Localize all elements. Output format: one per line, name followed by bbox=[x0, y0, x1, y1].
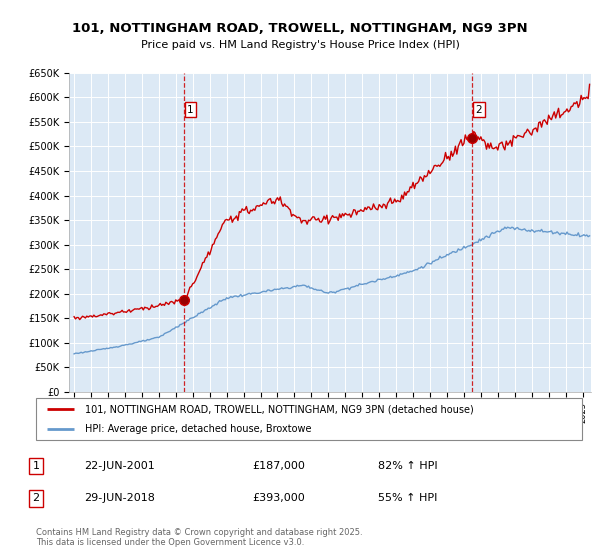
Text: 1: 1 bbox=[187, 105, 194, 114]
Text: £187,000: £187,000 bbox=[252, 461, 305, 471]
Text: Contains HM Land Registry data © Crown copyright and database right 2025.
This d: Contains HM Land Registry data © Crown c… bbox=[36, 528, 362, 547]
Text: 2: 2 bbox=[475, 105, 482, 114]
Text: £393,000: £393,000 bbox=[252, 493, 305, 503]
Text: 29-JUN-2018: 29-JUN-2018 bbox=[84, 493, 155, 503]
Text: 2: 2 bbox=[32, 493, 40, 503]
Text: 1: 1 bbox=[32, 461, 40, 471]
Text: Price paid vs. HM Land Registry's House Price Index (HPI): Price paid vs. HM Land Registry's House … bbox=[140, 40, 460, 50]
Text: 55% ↑ HPI: 55% ↑ HPI bbox=[378, 493, 437, 503]
FancyBboxPatch shape bbox=[36, 398, 582, 440]
Text: 101, NOTTINGHAM ROAD, TROWELL, NOTTINGHAM, NG9 3PN: 101, NOTTINGHAM ROAD, TROWELL, NOTTINGHA… bbox=[72, 21, 528, 35]
Text: 82% ↑ HPI: 82% ↑ HPI bbox=[378, 461, 437, 471]
Text: 22-JUN-2001: 22-JUN-2001 bbox=[84, 461, 155, 471]
Text: HPI: Average price, detached house, Broxtowe: HPI: Average price, detached house, Brox… bbox=[85, 424, 311, 434]
Text: 101, NOTTINGHAM ROAD, TROWELL, NOTTINGHAM, NG9 3PN (detached house): 101, NOTTINGHAM ROAD, TROWELL, NOTTINGHA… bbox=[85, 404, 474, 414]
